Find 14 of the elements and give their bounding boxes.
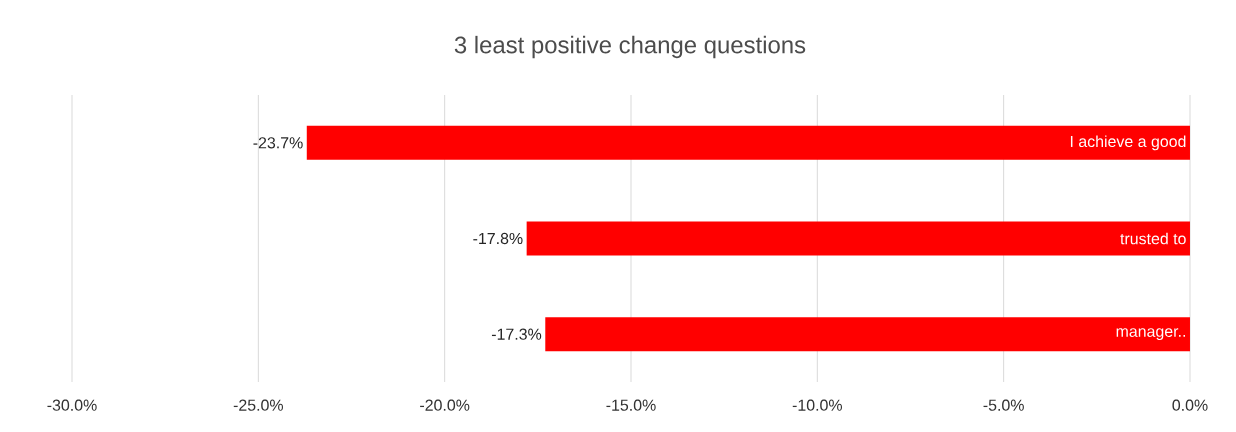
x-tick-label: 0.0% — [1172, 399, 1208, 411]
y-tick-label: manager.. — [1116, 328, 1185, 341]
data-label: -23.7% — [253, 137, 303, 149]
x-tick-label: -30.0% — [47, 399, 97, 411]
y-tick-label: trusted to — [1120, 232, 1186, 245]
y-tick-label: I achieve a good — [1070, 135, 1186, 151]
x-tick-label: -15.0% — [606, 399, 656, 411]
x-tick-label: -20.0% — [420, 399, 470, 411]
x-tick-label: -25.0% — [233, 399, 284, 411]
x-tick-label: -5.0% — [983, 399, 1024, 411]
data-label: -17.8% — [473, 232, 523, 245]
chart-title: 3 least positive change questions — [454, 35, 806, 59]
data-label: -17.3% — [491, 328, 542, 340]
x-tick-label: -10.0% — [792, 399, 843, 411]
